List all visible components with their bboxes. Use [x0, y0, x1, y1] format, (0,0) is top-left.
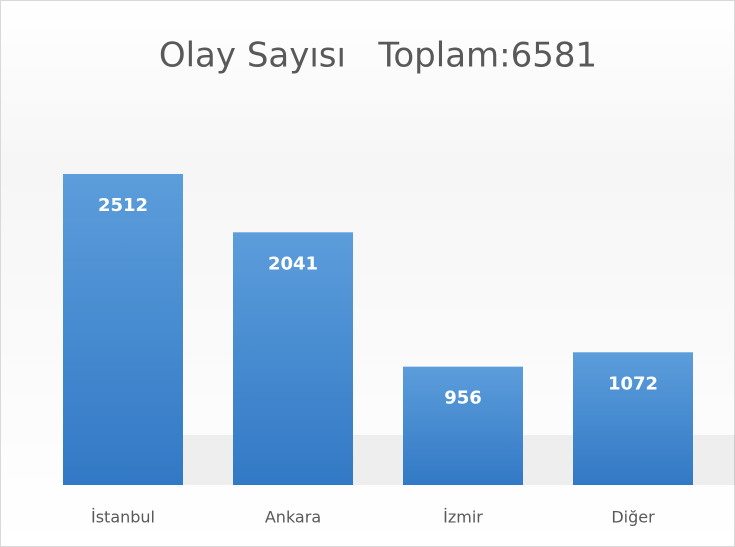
bar: [63, 174, 183, 485]
bar: [403, 366, 523, 485]
x-tick-label: İzmir: [443, 508, 483, 527]
value-label: 2512: [98, 195, 148, 216]
bar: [573, 352, 693, 485]
bar: [233, 232, 353, 485]
chart-title: Olay Sayısı Toplam:6581: [159, 36, 597, 76]
value-label: 956: [444, 388, 482, 409]
value-label: 2041: [268, 253, 318, 274]
x-tick-label: İstanbul: [91, 508, 155, 527]
x-tick-label: Ankara: [265, 508, 321, 527]
value-label: 1072: [608, 373, 658, 394]
x-tick-label: Diğer: [611, 508, 655, 527]
